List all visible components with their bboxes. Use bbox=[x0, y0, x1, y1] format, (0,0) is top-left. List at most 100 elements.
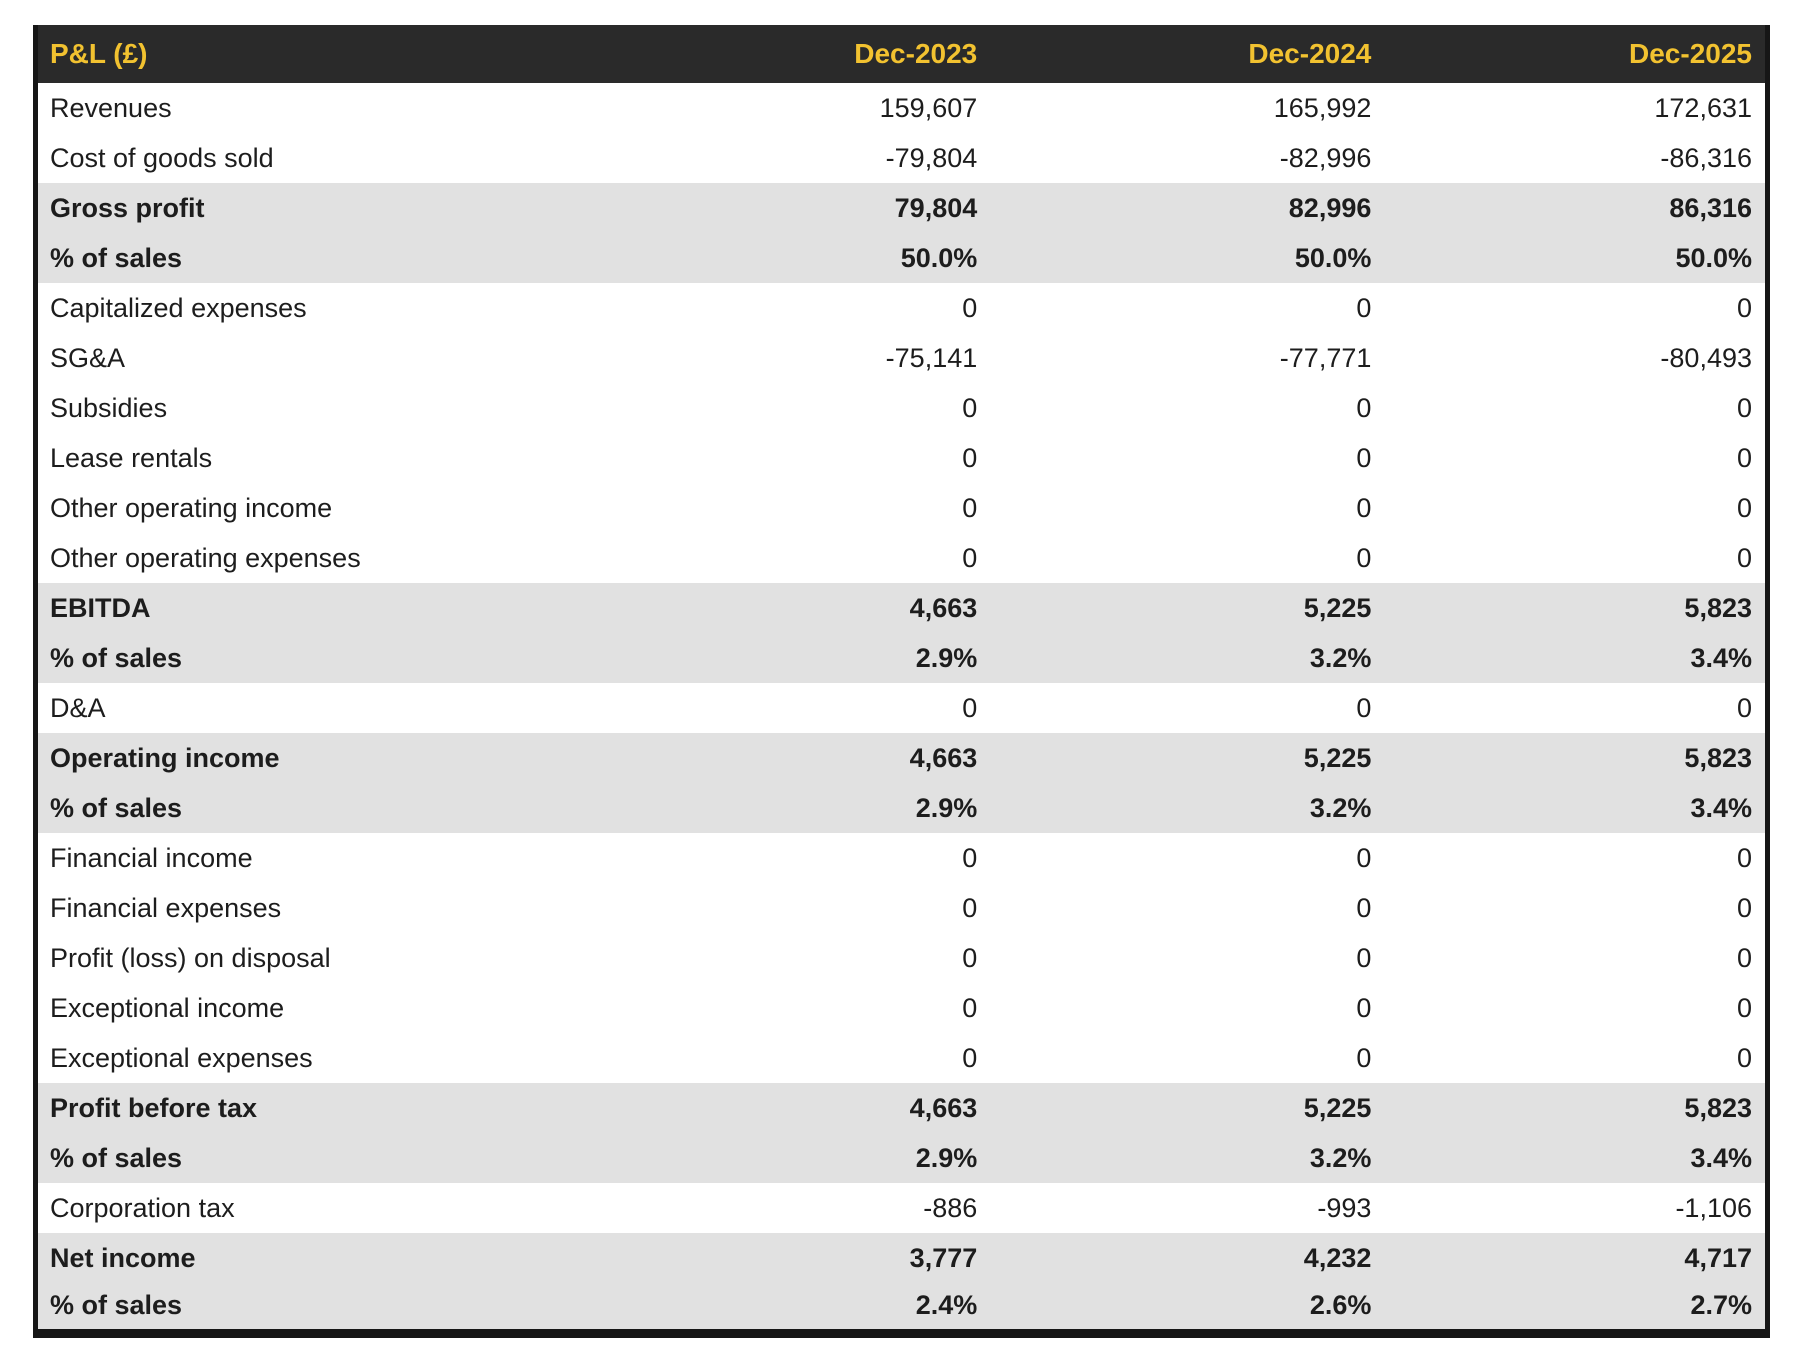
row-label: D&A bbox=[50, 692, 106, 723]
table-row: Profit (loss) on disposal 0 0 0 bbox=[35, 933, 1768, 983]
row-label: Financial income bbox=[50, 842, 253, 873]
cell-value: 0 bbox=[1736, 692, 1752, 723]
cell-value: 5,823 bbox=[1684, 1092, 1752, 1123]
cell-value: 0 bbox=[962, 392, 978, 423]
row-label: Exceptional income bbox=[50, 992, 285, 1023]
row-label: EBITDA bbox=[50, 592, 151, 623]
table-row: Financial expenses 0 0 0 bbox=[35, 883, 1768, 933]
cell-value: 3.2% bbox=[1309, 642, 1372, 673]
table-row: % of sales 2.4% 2.6% 2.7% bbox=[35, 1283, 1768, 1333]
cell-value: 4,232 bbox=[1303, 1242, 1372, 1273]
cell-value: 0 bbox=[1736, 942, 1752, 973]
cell-value: 4,717 bbox=[1684, 1242, 1752, 1273]
table-row: % of sales 50.0% 50.0% 50.0% bbox=[35, 233, 1768, 283]
table-row: Financial income 0 0 0 bbox=[35, 833, 1768, 883]
cell-value: -86,316 bbox=[1660, 142, 1752, 173]
table-row: D&A 0 0 0 bbox=[35, 683, 1768, 733]
cell-value: 0 bbox=[1736, 842, 1752, 873]
row-label: Corporation tax bbox=[50, 1192, 235, 1223]
cell-value: 0 bbox=[1356, 492, 1372, 523]
row-label: Capitalized expenses bbox=[50, 292, 307, 323]
cell-value: 0 bbox=[1736, 392, 1752, 423]
cell-value: 2.9% bbox=[915, 642, 978, 673]
row-label: Profit before tax bbox=[50, 1092, 258, 1123]
cell-value: 159,607 bbox=[879, 92, 978, 123]
cell-value: -1,106 bbox=[1675, 1192, 1752, 1223]
cell-value: 82,996 bbox=[1288, 192, 1372, 223]
row-label: Lease rentals bbox=[50, 442, 213, 473]
cell-value: 2.4% bbox=[915, 1290, 978, 1321]
row-label: Revenues bbox=[50, 92, 172, 123]
table-row: Exceptional expenses 0 0 0 bbox=[35, 1033, 1768, 1083]
table-row: % of sales 2.9% 3.2% 3.4% bbox=[35, 783, 1768, 833]
cell-value: 0 bbox=[1356, 292, 1372, 323]
cell-value: 0 bbox=[1736, 892, 1752, 923]
cell-value: 165,992 bbox=[1273, 92, 1372, 123]
table-row: Revenues 159,607 165,992 172,631 bbox=[35, 83, 1768, 133]
row-label: % of sales bbox=[50, 1142, 183, 1173]
table-row: Other operating expenses 0 0 0 bbox=[35, 533, 1768, 583]
table-row: Gross profit 79,804 82,996 86,316 bbox=[35, 183, 1768, 233]
cell-value: -886 bbox=[923, 1192, 978, 1223]
cell-value: 0 bbox=[1736, 542, 1752, 573]
table-row: Operating income 4,663 5,225 5,823 bbox=[35, 733, 1768, 783]
cell-value: 3.2% bbox=[1309, 1142, 1372, 1173]
cell-value: 0 bbox=[1736, 442, 1752, 473]
cell-value: 2.7% bbox=[1690, 1290, 1752, 1321]
row-label: % of sales bbox=[50, 1290, 183, 1321]
cell-value: 0 bbox=[1736, 292, 1752, 323]
cell-value: -75,141 bbox=[885, 342, 978, 373]
cell-value: 0 bbox=[962, 442, 978, 473]
cell-value: 0 bbox=[1736, 1042, 1752, 1073]
table-row: Corporation tax -886 -993 -1,106 bbox=[35, 1183, 1768, 1233]
cell-value: 79,804 bbox=[894, 192, 978, 223]
cell-value: 2.6% bbox=[1309, 1290, 1372, 1321]
table-row: SG&A -75,141 -77,771 -80,493 bbox=[35, 333, 1768, 383]
cell-value: 3.2% bbox=[1309, 792, 1372, 823]
row-label: Gross profit bbox=[50, 192, 205, 223]
cell-value: 0 bbox=[1356, 842, 1372, 873]
cell-value: 5,823 bbox=[1684, 742, 1752, 773]
column-header-dec-2023: Dec-2023 bbox=[854, 38, 978, 69]
cell-value: 0 bbox=[1356, 542, 1372, 573]
table-row: Net income 3,777 4,232 4,717 bbox=[35, 1233, 1768, 1283]
cell-value: 5,225 bbox=[1303, 742, 1372, 773]
cell-value: 0 bbox=[962, 992, 978, 1023]
table-row: Exceptional income 0 0 0 bbox=[35, 983, 1768, 1033]
cell-value: 0 bbox=[1356, 892, 1372, 923]
cell-value: 4,663 bbox=[909, 1092, 978, 1123]
cell-value: 2.9% bbox=[915, 792, 978, 823]
cell-value: 50.0% bbox=[1294, 242, 1372, 273]
row-label: % of sales bbox=[50, 242, 183, 273]
cell-value: 0 bbox=[1356, 1042, 1372, 1073]
pl-table: P&L (£) Dec-2023 Dec-2024 Dec-2025 Reven… bbox=[33, 25, 1770, 1338]
row-label: Other operating income bbox=[50, 492, 333, 523]
table-row: Lease rentals 0 0 0 bbox=[35, 433, 1768, 483]
cell-value: 5,225 bbox=[1303, 1092, 1372, 1123]
table-row: EBITDA 4,663 5,225 5,823 bbox=[35, 583, 1768, 633]
cell-value: 0 bbox=[962, 892, 978, 923]
cell-value: 5,823 bbox=[1684, 592, 1752, 623]
cell-value: -993 bbox=[1317, 1192, 1372, 1223]
cell-value: 0 bbox=[1356, 992, 1372, 1023]
row-label: Cost of goods sold bbox=[50, 142, 274, 173]
cell-value: 0 bbox=[962, 842, 978, 873]
table-row: % of sales 2.9% 3.2% 3.4% bbox=[35, 633, 1768, 683]
cell-value: 50.0% bbox=[1675, 242, 1752, 273]
cell-value: 0 bbox=[962, 492, 978, 523]
table-body: Revenues 159,607 165,992 172,631 Cost of goo… bbox=[35, 83, 1768, 1333]
row-label: % of sales bbox=[50, 792, 183, 823]
row-label: Other operating expenses bbox=[50, 542, 361, 573]
cell-value: 50.0% bbox=[900, 242, 978, 273]
cell-value: -77,771 bbox=[1279, 342, 1372, 373]
cell-value: 0 bbox=[1736, 992, 1752, 1023]
cell-value: -82,996 bbox=[1279, 142, 1372, 173]
column-header-dec-2025: Dec-2025 bbox=[1629, 38, 1752, 69]
table-row: Profit before tax 4,663 5,225 5,823 bbox=[35, 1083, 1768, 1133]
cell-value: 0 bbox=[1736, 492, 1752, 523]
column-header-dec-2024: Dec-2024 bbox=[1248, 38, 1372, 69]
row-label: SG&A bbox=[50, 342, 126, 373]
cell-value: 0 bbox=[1356, 392, 1372, 423]
cell-value: 0 bbox=[962, 1042, 978, 1073]
